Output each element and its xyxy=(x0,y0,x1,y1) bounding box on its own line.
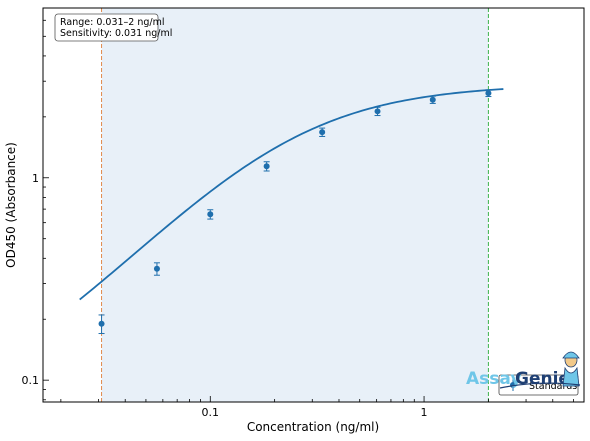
data-point xyxy=(319,129,326,136)
x-tick-label: 0.1 xyxy=(202,406,220,419)
legend-label: Standards xyxy=(529,381,577,392)
info-range-text: Range: 0.031–2 ng/ml xyxy=(60,17,165,28)
y-tick-label: 1 xyxy=(32,172,39,185)
data-point xyxy=(429,96,436,103)
data-points-group xyxy=(98,89,492,335)
brand-text-assay: Assay xyxy=(466,369,521,389)
y-axis-label: OD450 (Absorbance) xyxy=(4,142,18,268)
brand-swoosh-icon xyxy=(499,382,581,389)
data-point xyxy=(263,163,270,170)
data-point xyxy=(153,265,160,272)
brand-text-genie: Genie xyxy=(515,369,570,389)
data-point xyxy=(98,320,105,327)
y-tick-label: 0.1 xyxy=(22,374,40,387)
range-shading-group xyxy=(101,8,489,402)
info-box-frame xyxy=(54,13,159,42)
range-shade xyxy=(101,8,489,402)
data-point xyxy=(374,108,381,115)
x-tick-label: 1 xyxy=(421,406,428,419)
y-axis-ticks: 0.11 xyxy=(22,19,49,401)
genie-mascot-icon xyxy=(562,351,580,387)
data-point xyxy=(207,211,214,218)
info-box: Range: 0.031–2 ng/ml Sensitivity: 0.031 … xyxy=(54,13,172,42)
info-sensitivity-text: Sensitivity: 0.031 ng/ml xyxy=(60,28,172,39)
plot-frame xyxy=(42,7,585,403)
brand-logo: Assay Genie xyxy=(466,351,581,389)
data-point xyxy=(485,90,492,97)
x-axis-label: Concentration (ng/ml) xyxy=(247,420,379,434)
x-axis-ticks: 0.1 1 xyxy=(60,396,574,419)
